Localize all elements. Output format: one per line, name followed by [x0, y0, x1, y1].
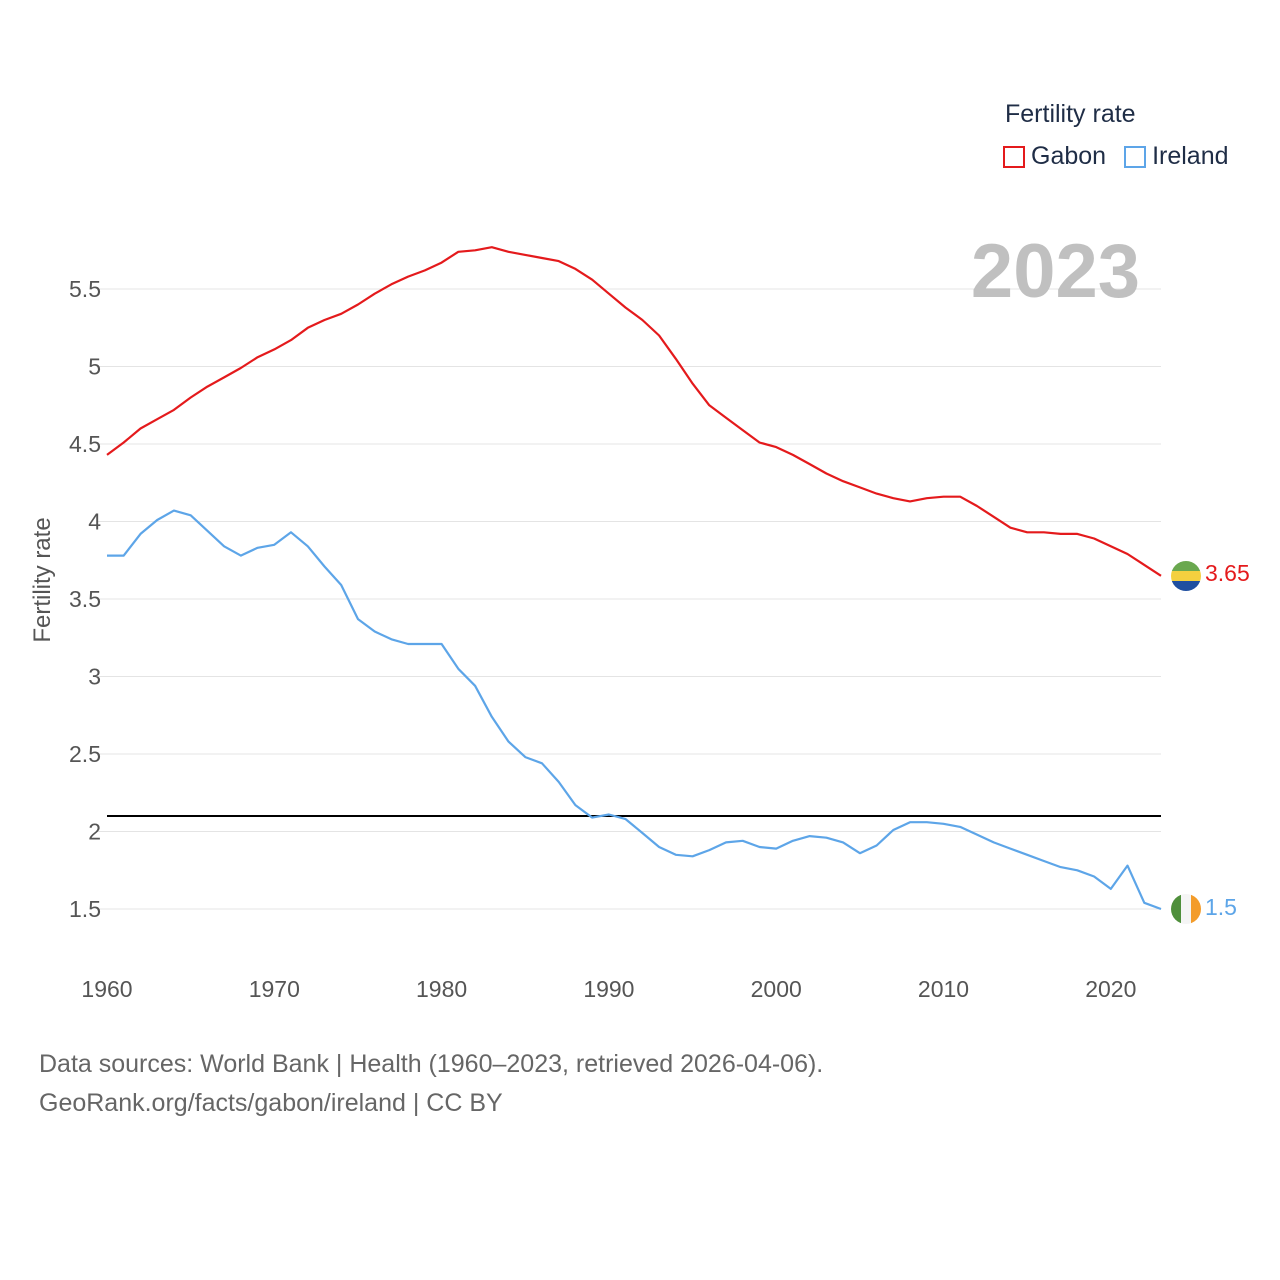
y-tick-label: 4 — [88, 509, 101, 535]
x-tick-label: 2000 — [751, 976, 802, 1002]
x-tick-label: 2020 — [1085, 976, 1136, 1002]
source-note: Data sources: World Bank | Health (1960–… — [39, 1045, 823, 1123]
y-tick-label: 4.5 — [69, 431, 101, 457]
legend-label-ireland: Ireland — [1152, 142, 1229, 170]
end-markers — [1171, 561, 1201, 924]
legend-label-gabon: Gabon — [1031, 142, 1107, 170]
gabon-flag-icon — [1171, 561, 1201, 591]
y-axis-label: Fertility rate — [29, 517, 56, 643]
y-tick-label: 5 — [88, 354, 101, 380]
legend-swatch-ireland — [1124, 145, 1147, 168]
x-tick-labels: 1960 1970 1980 1990 2000 2010 2020 — [81, 976, 1136, 1002]
source-line-2[interactable]: GeoRank.org/facts/gabon/ireland | CC BY — [39, 1089, 503, 1117]
legend-item-gabon[interactable]: Gabon — [1003, 142, 1106, 171]
x-tick-label: 2010 — [918, 976, 969, 1002]
series-line-gabon — [106, 246, 1162, 577]
x-tick-label: 1990 — [583, 976, 634, 1002]
y-tick-label: 5.5 — [69, 276, 101, 302]
series-lines — [106, 246, 1162, 911]
legend: Gabon Ireland — [1003, 142, 1247, 171]
ireland-flag-icon — [1171, 894, 1201, 924]
y-tick-labels: 1.5 2 2.5 3 3.5 4 4.5 5 5.5 — [69, 276, 101, 922]
year-label: 2023 — [970, 229, 1140, 314]
gridlines — [97, 288, 1161, 910]
source-line-1: Data sources: World Bank | Health (1960–… — [39, 1050, 824, 1078]
y-tick-label: 3 — [88, 664, 101, 690]
x-tick-label: 1970 — [249, 976, 300, 1002]
ireland-end-value: 1.5 — [1205, 894, 1237, 920]
legend-item-ireland[interactable]: Ireland — [1124, 142, 1229, 171]
gabon-end-value: 3.65 — [1205, 560, 1250, 586]
legend-title: Fertility rate — [1005, 100, 1136, 128]
series-line-ireland — [107, 509, 1162, 911]
y-tick-label: 1.5 — [69, 896, 101, 922]
y-tick-label: 3.5 — [69, 586, 101, 612]
y-tick-label: 2.5 — [69, 741, 101, 767]
y-tick-label: 2 — [88, 819, 101, 845]
legend-swatch-gabon — [1003, 145, 1025, 168]
x-tick-label: 1960 — [81, 976, 132, 1002]
x-tick-label: 1980 — [416, 976, 467, 1002]
